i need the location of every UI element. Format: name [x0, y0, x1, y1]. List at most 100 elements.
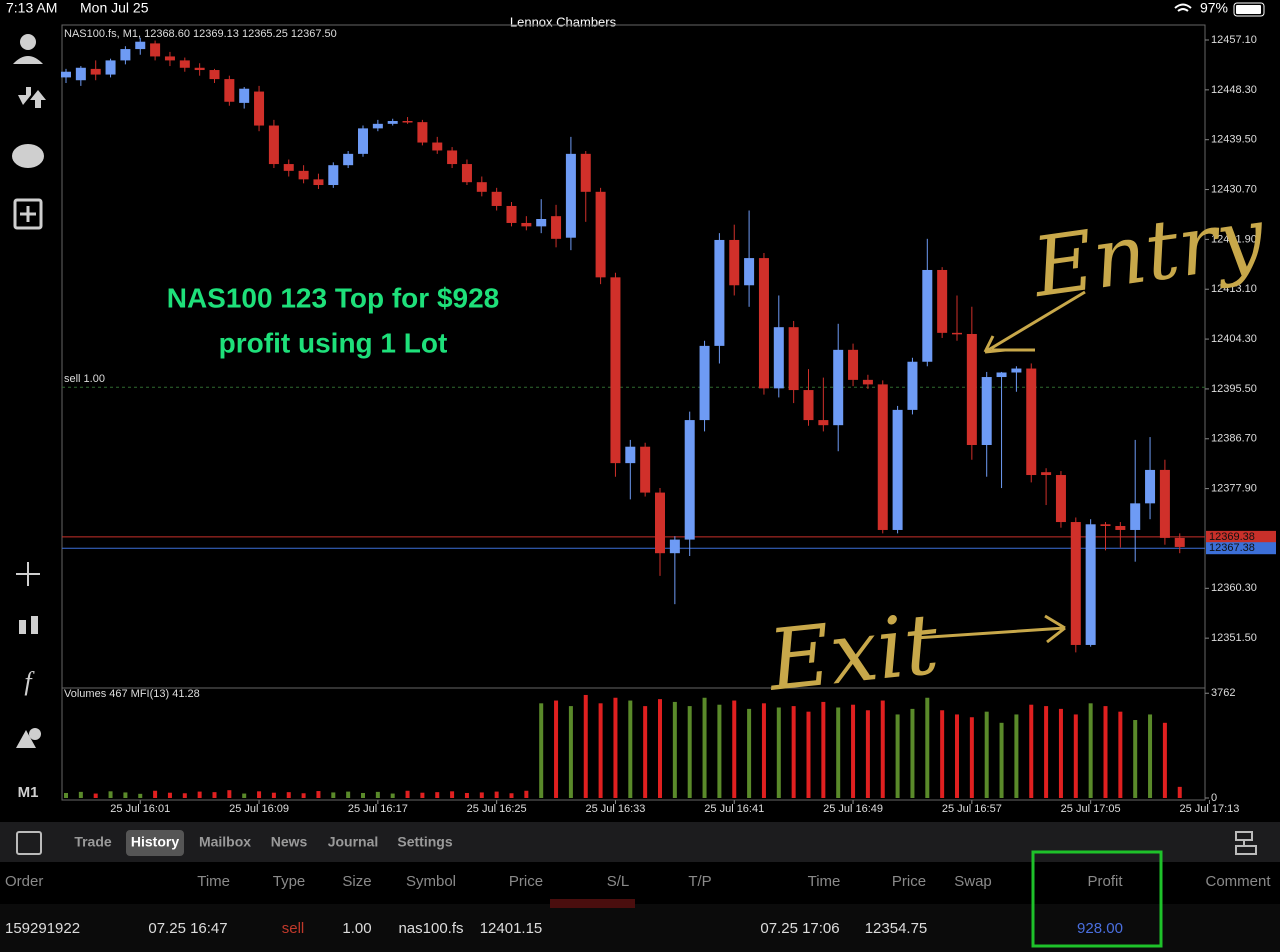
candle-body — [209, 70, 220, 80]
x-tick-label: 25 Jul 16:09 — [229, 803, 289, 815]
battery-icon — [1233, 2, 1265, 17]
column-header: Order — [5, 873, 43, 890]
volume-bar — [628, 700, 633, 798]
candle-body — [595, 191, 606, 278]
candle-body — [565, 153, 576, 238]
volume-bar — [702, 697, 707, 798]
candle-body — [358, 128, 368, 154]
volume-bar — [613, 697, 618, 798]
column-header: Type — [273, 873, 306, 890]
cell-profit: 928.00 — [1077, 920, 1123, 937]
x-tick-label: 25 Jul 16:01 — [110, 803, 170, 815]
tab[interactable]: Trade — [74, 834, 112, 850]
timeframe[interactable]: M1 — [18, 784, 39, 801]
candle-body — [120, 49, 131, 61]
volume-bar — [123, 792, 128, 798]
candle-body — [1100, 524, 1111, 527]
x-tick-label: 25 Jul 16:57 — [942, 803, 1002, 815]
account-icon[interactable] — [20, 34, 36, 50]
volume-bar — [375, 791, 380, 798]
candle-body — [372, 123, 383, 129]
cell-order: 159291922 — [5, 920, 80, 937]
column-header: Time — [808, 873, 841, 890]
candle-body — [1041, 472, 1052, 476]
volume-bar — [984, 711, 989, 798]
volume-bar — [598, 703, 603, 798]
plot: 12457.10 12448.30 12439.50 12430.70 12421.90… — [61, 34, 1276, 815]
column-header: Price — [509, 873, 543, 890]
volume-bar — [539, 703, 544, 798]
x-tick-label: 25 Jul 16:41 — [704, 803, 764, 815]
volume-bar — [464, 792, 469, 798]
table-row-bg[interactable] — [0, 904, 1280, 952]
y-tick-label: 12377.90 — [1211, 483, 1257, 495]
y-tick-label: 12395.50 — [1211, 383, 1257, 395]
volume-bar — [78, 791, 83, 798]
objects-icon[interactable] — [16, 730, 36, 748]
candle-body — [1055, 475, 1066, 523]
candle-icon-2 — [31, 616, 38, 634]
candle-body — [1174, 537, 1185, 547]
volume-bar — [761, 703, 766, 798]
sl-marker — [550, 899, 635, 908]
candle-body — [862, 379, 873, 385]
candle-body — [1130, 503, 1141, 530]
candle-body — [461, 164, 472, 183]
candle-body — [848, 349, 859, 380]
indicator-icon[interactable]: f — [24, 667, 35, 696]
candle-body — [758, 258, 769, 389]
volume-bar — [212, 792, 217, 798]
tab[interactable]: Mailbox — [199, 834, 251, 850]
crosshair-icon[interactable] — [16, 562, 40, 586]
candle-body — [803, 390, 814, 421]
volume-bar — [450, 791, 455, 798]
volume-bar — [1133, 720, 1138, 798]
candle-body — [254, 91, 265, 126]
volume-bar — [316, 791, 321, 798]
candle-body — [164, 56, 175, 61]
chat-icon[interactable] — [12, 144, 44, 168]
volume-bar — [108, 791, 113, 798]
exit-annotation: Exit — [762, 595, 943, 710]
candle-body — [491, 191, 502, 206]
quotes-icon[interactable] — [18, 87, 46, 108]
x-tick-label: 25 Jul 16:17 — [348, 803, 408, 815]
sidebar: f M1 — [12, 34, 46, 801]
column-header: S/L — [607, 873, 630, 890]
volume-bar — [242, 793, 247, 798]
volume-bar — [643, 706, 648, 798]
volume-bar — [1103, 706, 1108, 798]
candle-body — [1026, 368, 1037, 476]
tab[interactable]: News — [271, 834, 308, 850]
tab-bar — [0, 822, 1280, 862]
volume-bar — [1118, 711, 1123, 798]
volume-bar — [999, 722, 1004, 798]
new-order-icon[interactable] — [13, 198, 43, 230]
volume-bar — [836, 707, 841, 798]
objects-icon-circle — [29, 728, 41, 740]
candle-body — [283, 164, 294, 171]
volume-tick-label: 0 — [1211, 792, 1217, 804]
candle-body — [922, 269, 933, 362]
battery-level: 97% — [1200, 0, 1228, 16]
column-header: Profit — [1087, 873, 1123, 890]
cell-close-price: 12354.75 — [865, 920, 928, 937]
volume-bar — [583, 694, 588, 798]
tab[interactable]: Journal — [328, 834, 379, 850]
layout-icon[interactable] — [1235, 831, 1257, 855]
x-tick-label: 25 Jul 16:33 — [585, 803, 645, 815]
volume-bar — [1162, 722, 1167, 798]
candle-body — [1070, 522, 1081, 645]
calendar-icon[interactable] — [16, 831, 42, 855]
volume-bar — [301, 793, 306, 798]
candle-body — [194, 67, 205, 71]
volume-bar — [167, 792, 172, 798]
tab[interactable]: History — [131, 834, 179, 850]
bid-line-label: 12369.38 — [1209, 531, 1255, 543]
tab[interactable]: Settings — [397, 834, 452, 850]
wifi-icon — [1174, 3, 1192, 12]
volume-bar — [747, 708, 752, 798]
candle-icon[interactable] — [19, 620, 26, 634]
